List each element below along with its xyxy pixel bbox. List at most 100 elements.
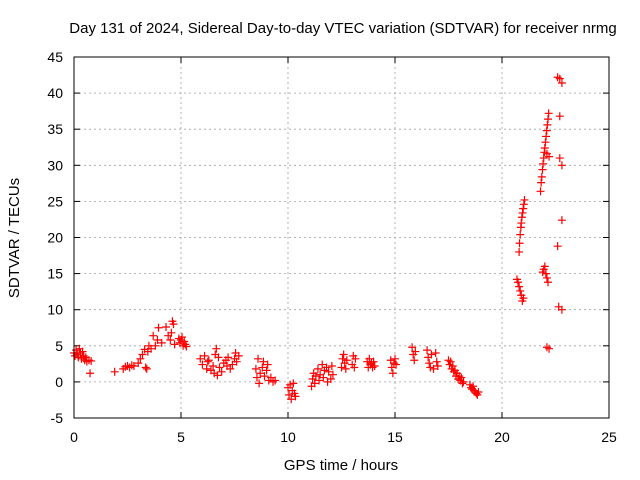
data-point [542,126,551,135]
data-point [519,204,528,213]
data-point [542,132,551,141]
data-point [342,356,351,365]
y-tick-label: 20 [47,230,63,246]
data-point [544,115,553,124]
data-point [204,356,213,365]
data-point [457,373,466,382]
data-point [553,242,562,251]
data-point [136,354,145,363]
data-point [255,379,264,388]
data-point [543,120,552,129]
data-point [289,379,298,388]
data-point [369,357,378,366]
data-point [141,363,150,372]
data-point [446,357,455,366]
data-point [86,369,95,378]
data-point [151,341,160,350]
data-point [459,377,468,386]
data-point [228,360,237,369]
data-point [153,336,162,345]
y-tick-label: 15 [47,266,63,282]
data-point [154,323,163,332]
data-point [557,305,566,314]
data-point [263,360,272,369]
data-point [519,294,528,303]
y-tick-label: 45 [47,49,63,65]
data-point [327,362,336,371]
data-point [542,343,551,352]
data-point [224,353,233,362]
data-point [254,354,263,363]
data-point [432,357,441,366]
data-point [127,361,136,370]
data-point [537,178,546,187]
x-axis-label: GPS time / hours [284,457,398,474]
data-point [541,269,550,278]
data-point [370,362,379,371]
data-point [387,363,396,372]
y-tick-label: 10 [47,302,63,318]
x-tick-label: 25 [601,429,617,445]
data-point [196,354,205,363]
data-point [448,362,457,371]
y-tick-label: 35 [47,121,63,137]
data-point [149,331,158,340]
data-point [134,359,143,368]
data-point [544,109,553,118]
x-tick-label: 0 [70,429,78,445]
data-point [433,362,442,371]
data-point [182,342,191,351]
data-point [271,376,280,385]
data-point [262,366,271,375]
data-point [338,354,347,363]
data-point [252,373,261,382]
data-point [256,369,265,378]
data-point [517,219,526,228]
data-point [212,344,221,353]
data-point [540,262,549,271]
data-point [178,333,187,342]
data-point [337,363,346,372]
data-point [339,350,348,359]
data-point [328,370,337,379]
data-point [515,247,524,256]
data-point [213,371,222,380]
data-point [431,349,440,358]
data-point [232,357,241,366]
data-point [214,353,223,362]
data-point [157,338,166,347]
data-point [226,364,235,373]
data-point [519,200,528,209]
data-point [392,360,401,369]
y-tick-label: 5 [55,338,63,354]
data-point [516,230,525,239]
data-point [311,372,320,381]
x-tick-label: 15 [387,429,403,445]
data-points [70,73,566,404]
data-point [203,357,212,366]
data-point [555,112,564,121]
data-point [313,364,322,373]
chart-title: Day 131 of 2024, Sidereal Day-to-day VTE… [69,20,616,37]
data-point [217,367,226,376]
data-point [458,379,467,388]
data-point [391,354,399,363]
data-point [251,364,260,373]
data-point [166,336,175,345]
data-point [557,161,566,170]
data-point [427,350,436,359]
data-point [259,357,268,366]
x-tick-labels: 0 5 10 15 20 25 [70,429,617,445]
data-point [516,286,525,295]
data-point [147,344,156,353]
data-point [408,343,417,352]
y-tick-labels: -5 0 5 10 15 20 25 30 35 40 45 [47,49,63,426]
data-point [557,216,566,225]
data-point [365,354,374,363]
data-point [318,360,327,369]
data-point [410,356,419,365]
y-tick-label: 30 [47,157,63,173]
y-axis-label: SDTVAR / TECUs [6,178,23,298]
data-point [322,363,331,372]
